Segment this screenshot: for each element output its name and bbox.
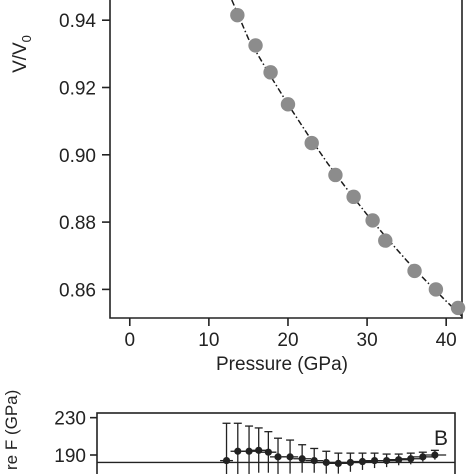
panel-b-marker [234, 447, 242, 455]
panel-a-y-tick-label: 0.94 [59, 11, 96, 32]
panel-b-marker [274, 453, 282, 461]
panel-b-data-point [282, 439, 299, 474]
panel-b-marker [407, 455, 415, 463]
panel-b-data-point [230, 422, 246, 474]
panel-a-x-tick-label: 20 [277, 330, 298, 351]
panel-a-y-tick-label: 0.86 [59, 280, 96, 301]
panel-a-data-point [428, 282, 444, 297]
panel-a-data-point [230, 7, 245, 23]
panel-b-data-point [340, 452, 361, 472]
panel-b-data-point [411, 451, 435, 462]
panel-a-data-point [263, 65, 278, 80]
panel-b: 190 230 B re F (GPa) [2, 390, 456, 474]
panel-b-data-point [352, 452, 373, 470]
panel-b-marker [431, 451, 439, 459]
panel-a-x-tick-label: 0 [124, 330, 135, 351]
panel-b-marker [310, 457, 318, 465]
panel-b-data-point [388, 453, 410, 466]
panel-a-data-point [365, 213, 380, 228]
panel-b-data-point [269, 437, 287, 474]
panel-a-y-ticks: 0.86 0.88 0.90 0.92 0.94 [59, 11, 110, 301]
panel-a-x-tick-label: 40 [436, 330, 457, 351]
panel-a-fit-line-group [231, 0, 463, 317]
panel-a-x-axis-label: Pressure (GPa) [216, 354, 348, 375]
panel-b-marker [383, 457, 391, 465]
panel-b-marker [322, 458, 330, 467]
panel-a-axis-frame [109, 0, 463, 319]
panel-a-data-point [346, 189, 361, 205]
panel-b-y-ticks: 190 230 [54, 409, 97, 467]
panel-b-data-point [220, 422, 233, 474]
panel-a: 0.86 0.88 0.90 0.92 0.94 0 10 20 30 40 Pressure … [10, 0, 466, 375]
panel-b-marker [358, 457, 367, 466]
panel-a-data-point [304, 135, 319, 151]
panel-b-marker [222, 457, 231, 465]
panel-b-marker [419, 453, 427, 461]
panel-a-x-tick-label: 10 [198, 330, 219, 351]
panel-a-data-point [328, 167, 343, 183]
panel-a-data-point [378, 233, 393, 248]
panel-a-data-point [280, 97, 296, 112]
panel-a-data-point [407, 263, 422, 279]
panel-b-data-point [241, 425, 257, 474]
panel-a-data-points [230, 7, 466, 316]
panel-a-x-tick-label: 30 [357, 330, 378, 351]
panel-a-y-tick-label: 0.92 [59, 78, 96, 99]
panel-b-data-point [376, 453, 398, 468]
panel-b-marker [264, 448, 272, 456]
panel-b-marker [255, 446, 263, 454]
panel-b-marker [286, 453, 294, 461]
panel-b-data-point [423, 449, 447, 460]
panel-a-y-tick-label: 0.90 [59, 146, 96, 167]
panel-b-y-tick-label: 230 [54, 409, 86, 430]
panel-a-fit-line [231, 0, 463, 317]
panel-b-marker [346, 458, 355, 467]
panel-b-data-point [317, 450, 336, 474]
panel-b-marker [334, 459, 342, 467]
panel-b-marker [245, 447, 253, 455]
panel-b-label: B [434, 427, 448, 450]
panel-b-y-axis-label: re F (GPa) [2, 390, 21, 470]
panel-a-x-ticks: 0 10 20 30 40 [124, 318, 457, 351]
panel-a-y-axis-label: V/V0 [10, 35, 34, 73]
panel-b-y-tick-label: 190 [54, 446, 86, 467]
panel-b-data-point [293, 444, 311, 473]
panel-b-data-points [220, 422, 447, 474]
panel-b-axis-frame [96, 412, 456, 474]
panel-a-y-tick-label: 0.88 [59, 213, 96, 234]
panel-b-marker [370, 457, 379, 465]
panel-b-marker [395, 456, 403, 464]
panel-a-data-point [248, 38, 263, 53]
panel-b-data-point [305, 447, 324, 473]
panel-b-data-point [250, 427, 267, 473]
panel-b-data-point [328, 452, 349, 474]
panel-b-marker [298, 455, 306, 463]
panel-b-data-point [260, 431, 277, 473]
panel-a-data-point [450, 300, 466, 316]
